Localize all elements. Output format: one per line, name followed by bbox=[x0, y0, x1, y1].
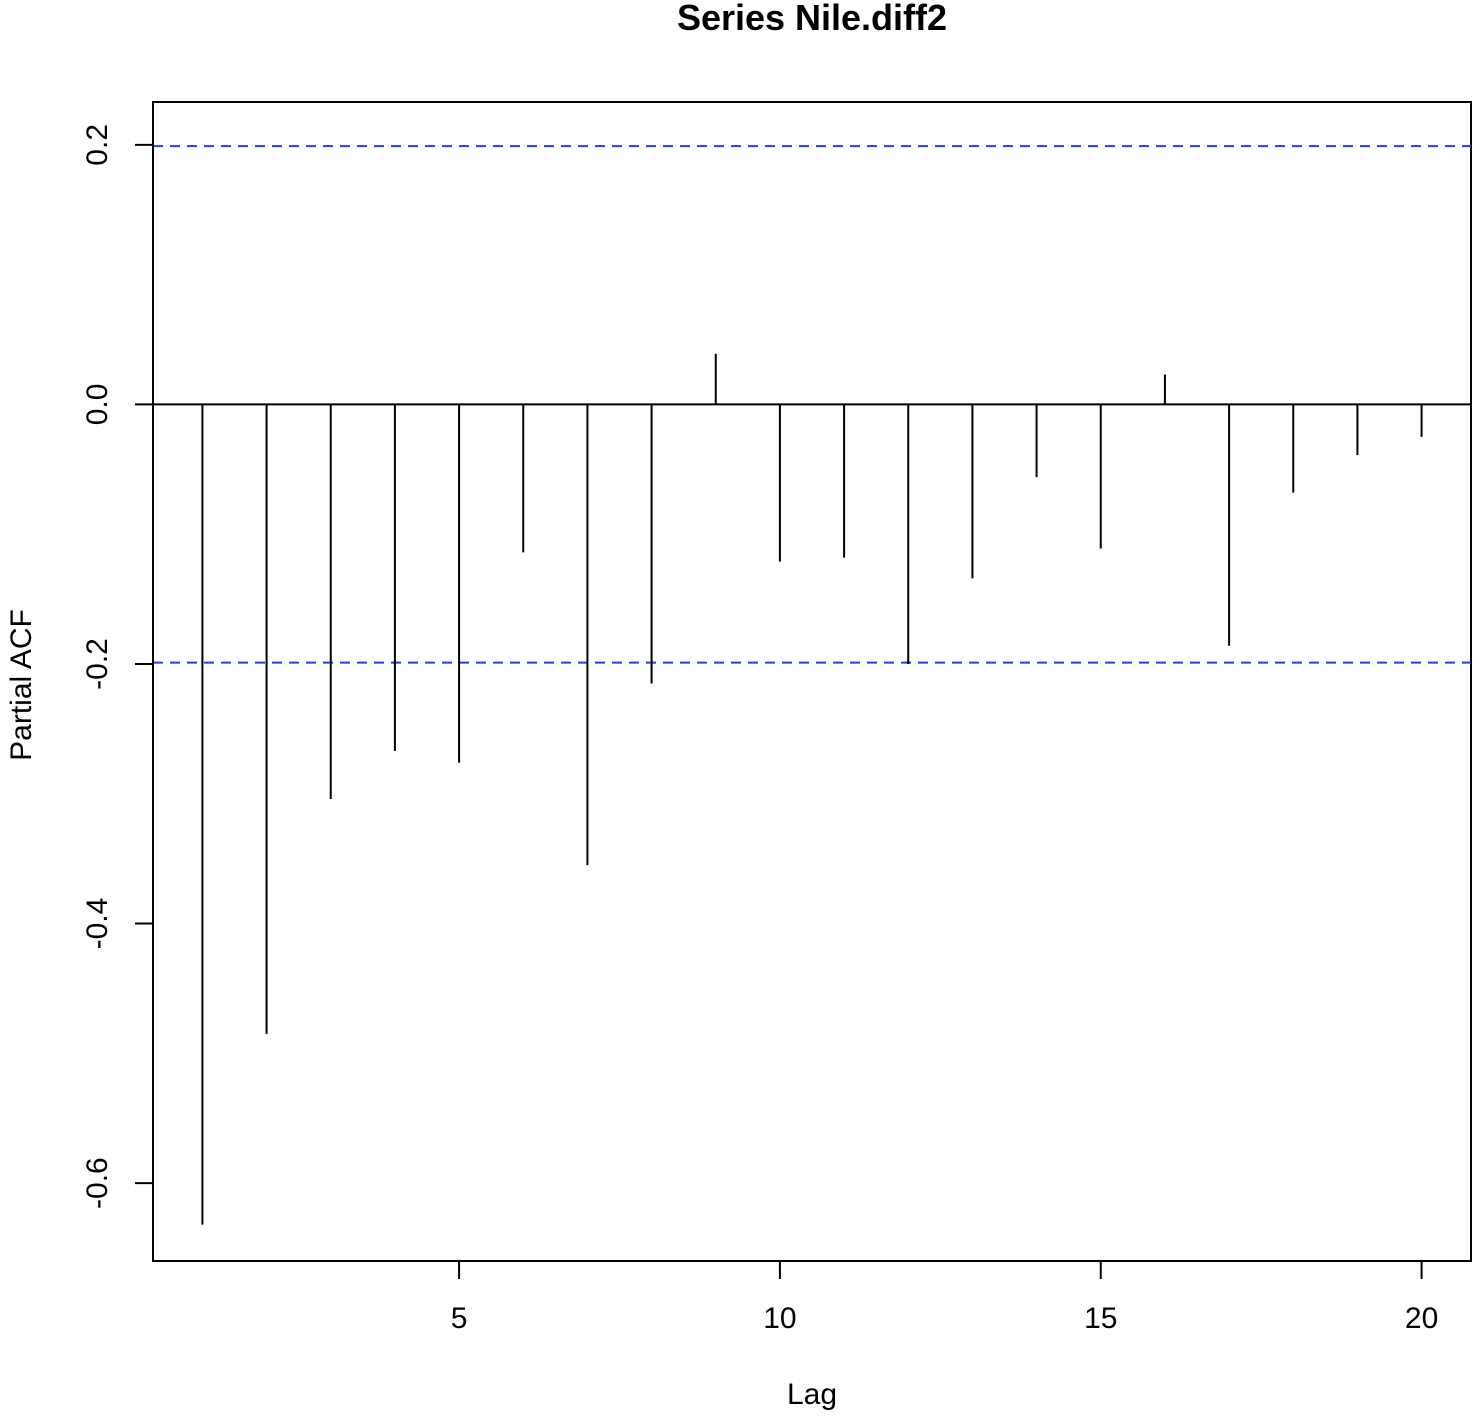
y-tick-label: -0.4 bbox=[81, 898, 114, 950]
plot-frame bbox=[152, 101, 1472, 1262]
y-tick-label: -0.2 bbox=[81, 638, 114, 690]
x-tick-label: 20 bbox=[1405, 1302, 1438, 1335]
x-tick-label: 5 bbox=[451, 1302, 468, 1335]
chart-title: Series Nile.diff2 bbox=[677, 0, 947, 38]
x-tick-label: 10 bbox=[763, 1302, 796, 1335]
y-tick-label: -0.6 bbox=[81, 1157, 114, 1209]
plot-area: 5 10 15 20 -0.6 -0.4 -0.2 0.0 0.2 bbox=[81, 101, 1472, 1335]
y-axis-label: Partial ACF bbox=[5, 609, 38, 761]
y-tick-label: 0.0 bbox=[81, 384, 114, 426]
x-tick-label: 15 bbox=[1084, 1302, 1117, 1335]
y-tick-label: 0.2 bbox=[81, 124, 114, 166]
x-axis-label: Lag bbox=[787, 1378, 837, 1411]
